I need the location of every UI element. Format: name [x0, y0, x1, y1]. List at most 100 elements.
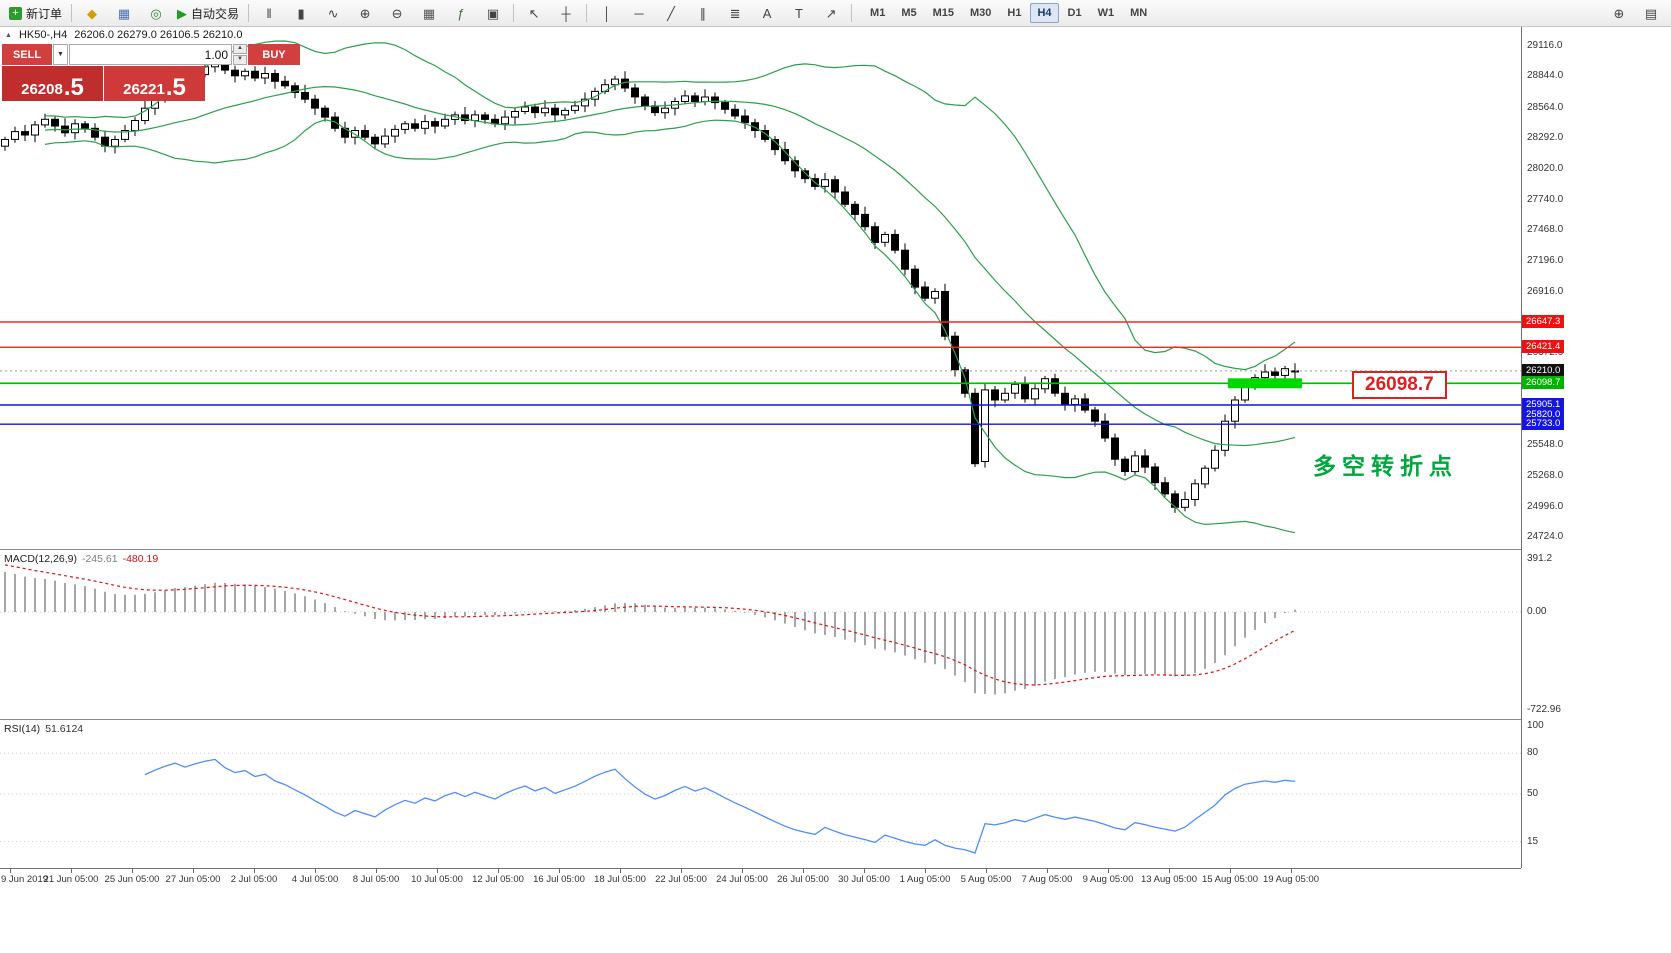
sell-price-main: 26208: [21, 80, 63, 98]
rsi-scale-label: 15: [1527, 836, 1539, 847]
macd-signal-line: [4, 564, 1296, 686]
price-scale-label: 27468.0: [1527, 224, 1564, 235]
templates-icon: ▣: [486, 5, 500, 21]
chart-symbol-info: ▲ HK50-,H4 26206.0 26279.0 26106.5 26210…: [5, 29, 242, 41]
macd-scale-label: 0.00: [1527, 606, 1547, 617]
price-scale-label: 28020.0: [1527, 163, 1564, 174]
rsi-scale-label: 50: [1527, 788, 1539, 799]
line-chart-button[interactable]: ∿: [318, 1, 348, 25]
text-button[interactable]: A: [752, 1, 782, 25]
templates-button[interactable]: ▣: [478, 1, 508, 25]
cursor-button[interactable]: ↖: [519, 1, 549, 25]
price-axis[interactable]: 29116.0 28844.0 28564.0 28292.0 28020.0 27740…: [1521, 27, 1671, 868]
price-callout-label[interactable]: 26098.7: [1352, 371, 1447, 399]
turning-point-annotation[interactable]: 多空转折点: [1313, 453, 1458, 479]
timeframe-m1-button[interactable]: M1: [870, 7, 886, 19]
macd-indicator-label: MACD(12,26,9) -245.61 -480.19: [4, 553, 158, 565]
price-tag: 26421.4: [1522, 340, 1565, 353]
time-label: 5 Aug 05:00: [960, 874, 1012, 885]
order-type-dropdown[interactable]: ▼: [53, 44, 68, 65]
channel-icon: ∥: [699, 5, 707, 21]
price-scale-label: 24724.0: [1527, 531, 1564, 542]
bar-chart-icon: ‖: [266, 5, 272, 21]
vertical-line-button[interactable]: │: [592, 1, 622, 25]
time-tick: [193, 869, 194, 873]
arrows-button[interactable]: ↗: [816, 1, 846, 25]
bar-chart-button[interactable]: ‖: [254, 1, 284, 25]
panel-separator[interactable]: [0, 549, 1671, 550]
time-label: 21 Jun 05:00: [43, 874, 99, 885]
vertical-line-icon: │: [602, 5, 612, 21]
time-tick: [864, 869, 865, 873]
rsi-indicator-label: RSI(14) 51.6124: [4, 723, 83, 735]
sell-price-display[interactable]: 26208 .5: [2, 66, 103, 101]
time-tick: [803, 869, 804, 873]
candlestick-chart-button[interactable]: ▮: [286, 1, 316, 25]
timeframe-h1-button[interactable]: H1: [1007, 7, 1022, 19]
macd-scale-label: 391.2: [1527, 553, 1553, 564]
auto-trading-button[interactable]: ▶ 自动交易: [173, 1, 243, 25]
volume-down-button[interactable]: ▼: [233, 55, 247, 65]
bollinger-band-line: [44, 85, 1296, 447]
timeframe-mn-button[interactable]: MN: [1130, 7, 1148, 19]
candlestick-chart-icon: ▮: [297, 5, 305, 21]
zoom-out-button[interactable]: ⊖: [382, 1, 412, 25]
time-label: 9 Aug 05:00: [1082, 874, 1134, 885]
new-order-button[interactable]: + 新订单: [5, 1, 66, 25]
market-watch-button[interactable]: ◆: [77, 1, 107, 25]
time-tick: [1047, 869, 1048, 873]
toolbar-separator: [586, 4, 588, 22]
navigator-button[interactable]: ◎: [141, 1, 171, 25]
channel-button[interactable]: ∥: [688, 1, 718, 25]
symbol-search-button[interactable]: ⊕: [1604, 1, 1634, 25]
label-icon: T: [795, 5, 803, 21]
buy-price-display[interactable]: 26221 .5: [104, 66, 205, 101]
timeframe-m15-button[interactable]: M15: [932, 7, 954, 19]
chart-profile-icon: ▤: [1644, 5, 1658, 21]
chart-profile-button[interactable]: ▤: [1636, 1, 1666, 25]
crosshair-button[interactable]: ┼: [551, 1, 581, 25]
price-scale-label: 28292.0: [1527, 132, 1564, 143]
time-tick: [742, 869, 743, 873]
time-label: 22 Jul 05:00: [655, 874, 707, 885]
zoom-in-button[interactable]: ⊕: [350, 1, 380, 25]
time-tick: [1108, 869, 1109, 873]
time-axis[interactable]: 9 Jun 2019 21 Jun 05:00 25 Jun 05:00 27 Jun…: [0, 868, 1521, 891]
macd-panel-canvas[interactable]: [0, 550, 1521, 719]
price-scale-label: 25268.0: [1527, 470, 1564, 481]
sell-price-pips: .5: [63, 73, 84, 101]
macd-histogram: [4, 571, 1296, 695]
timeframe-w1-button[interactable]: W1: [1097, 7, 1115, 19]
timeframe-m30-button[interactable]: M30: [970, 7, 992, 19]
indicators-button[interactable]: ƒ: [446, 1, 476, 25]
trendline-button[interactable]: ╱: [656, 1, 686, 25]
rsi-panel-canvas[interactable]: [0, 720, 1521, 868]
chevron-down-icon: ▼: [57, 51, 64, 58]
timeframe-d1-button[interactable]: D1: [1067, 7, 1082, 19]
price-scale-label: 28844.0: [1527, 70, 1564, 81]
timeframe-h4-button[interactable]: H4: [1030, 3, 1059, 23]
sell-button[interactable]: SELL: [2, 44, 52, 65]
time-tick: [132, 869, 133, 873]
cursor-icon: ↖: [528, 5, 540, 21]
horizontal-line-button[interactable]: ─: [624, 1, 654, 25]
rsi-value: 51.6124: [45, 723, 84, 735]
bollinger-band-line: [44, 119, 1296, 534]
volume-input[interactable]: [69, 44, 232, 65]
time-label: 15 Aug 05:00: [1202, 874, 1258, 885]
timeframe-m5-button[interactable]: M5: [901, 7, 917, 19]
time-tick: [254, 869, 255, 873]
data-window-button[interactable]: ▦: [109, 1, 139, 25]
label-button[interactable]: T: [784, 1, 814, 25]
fibonacci-button[interactable]: ≣: [720, 1, 750, 25]
auto-trading-icon: ▶: [177, 5, 188, 21]
panel-separator[interactable]: [0, 719, 1671, 720]
buy-button[interactable]: BUY: [248, 44, 300, 65]
main-chart-canvas[interactable]: [0, 27, 1521, 549]
buy-price-pips: .5: [165, 73, 186, 101]
volume-up-button[interactable]: ▲: [233, 44, 247, 54]
time-tick: [1291, 869, 1292, 873]
tile-windows-button[interactable]: ▦: [414, 1, 444, 25]
time-label: 24 Jul 05:00: [716, 874, 768, 885]
timeframe-group: M1 M5 M15 M30 H1 H4 D1 W1 MN: [862, 3, 1155, 23]
